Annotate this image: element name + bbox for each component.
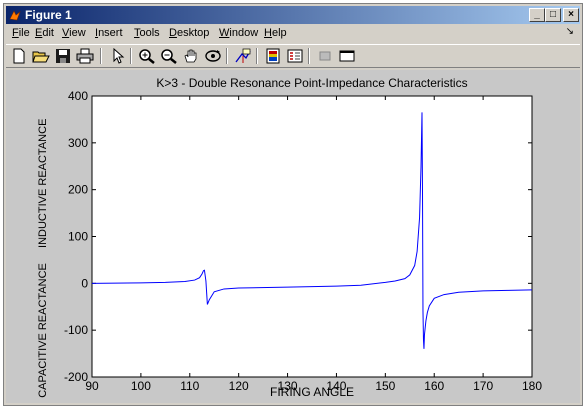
- x-tick-label: 140: [326, 379, 346, 393]
- arrow-pointer-icon[interactable]: [108, 48, 126, 64]
- menu-file[interactable]: File: [12, 27, 30, 39]
- y-tick-label: -100: [64, 323, 88, 337]
- save-icon[interactable]: [54, 48, 72, 64]
- x-tick-label: 100: [131, 379, 151, 393]
- rotate-3d-icon[interactable]: [204, 48, 222, 64]
- axes-area[interactable]: [91, 95, 533, 378]
- x-tick-label: 180: [522, 379, 542, 393]
- colorbar-icon[interactable]: [264, 48, 282, 64]
- menu-desktop[interactable]: Desktop: [169, 27, 210, 39]
- close-button[interactable]: ×: [563, 8, 579, 22]
- data-cursor-icon[interactable]: [234, 48, 252, 64]
- open-icon[interactable]: [32, 48, 50, 64]
- menu-edit[interactable]: Edit: [35, 27, 54, 39]
- maximize-button[interactable]: □: [545, 8, 561, 22]
- figure-window: Figure 1 _ □ × File Edit View Insert Too…: [3, 3, 583, 406]
- x-axis-label: FIRING ANGLE: [270, 385, 354, 399]
- y-tick-label: -200: [64, 370, 88, 384]
- y-tick-label: 400: [68, 89, 88, 103]
- hide-plot-tools-icon[interactable]: [316, 48, 334, 64]
- matlab-logo-icon: [9, 10, 21, 21]
- figure-canvas[interactable]: 90 100 110 120 130 140 150 160 170 180 -200 -100 0 10…: [6, 70, 580, 403]
- x-tick-label: 120: [229, 379, 249, 393]
- window-title: Figure 1: [25, 8, 72, 22]
- x-tick-label: 90: [85, 379, 99, 393]
- title-bar[interactable]: Figure 1 _ □ ×: [6, 6, 580, 24]
- toolbar-separator: [256, 48, 258, 64]
- y-tick-label: 0: [81, 276, 88, 290]
- minimize-button[interactable]: _: [529, 8, 545, 22]
- x-tick-label: 110: [180, 379, 199, 393]
- show-plot-tools-icon[interactable]: [338, 48, 356, 64]
- y-tick-label: 300: [68, 136, 88, 150]
- menu-tools[interactable]: Tools: [134, 27, 160, 39]
- menu-bar: File Edit View Insert Tools Desktop Wind…: [6, 25, 580, 43]
- axis-ticks: 90 100 110 120 130 140 150 160 170 180 -200 -100 0 10…: [64, 89, 542, 393]
- pan-hand-icon[interactable]: [182, 48, 200, 64]
- impedance-plot[interactable]: 90 100 110 120 130 140 150 160 170 180 -200 -100 0 10…: [6, 70, 580, 403]
- x-tick-label: 150: [375, 379, 395, 393]
- menu-help[interactable]: Help: [264, 27, 287, 39]
- zoom-out-icon[interactable]: [160, 48, 178, 64]
- x-tick-label: 170: [473, 379, 493, 393]
- toolbar-separator: [100, 48, 102, 64]
- x-tick-label: 130: [278, 379, 298, 393]
- figure-toolbar: [6, 44, 580, 68]
- new-figure-icon[interactable]: [10, 48, 28, 64]
- y-axis-label-capacitive: CAPACITIVE REACTANCE: [37, 263, 49, 398]
- y-tick-label: 200: [68, 183, 88, 197]
- y-axis-label-inductive: INDUCTIVE REACTANCE: [37, 119, 49, 248]
- chart-title: K>3 - Double Resonance Point-Impedance C…: [156, 76, 467, 90]
- y-tick-label: 100: [68, 230, 88, 244]
- menu-insert[interactable]: Insert: [95, 27, 123, 39]
- menu-overflow-arrow-icon[interactable]: ↘: [565, 26, 574, 37]
- series-line: [91, 112, 533, 349]
- x-tick-label: 160: [424, 379, 444, 393]
- zoom-in-icon[interactable]: [138, 48, 156, 64]
- toolbar-separator: [130, 48, 132, 64]
- toolbar-separator: [226, 48, 228, 64]
- menu-window[interactable]: Window: [219, 27, 259, 39]
- toolbar-separator: [308, 48, 310, 64]
- legend-icon[interactable]: [286, 48, 304, 64]
- print-icon[interactable]: [76, 48, 94, 64]
- menu-view[interactable]: View: [62, 27, 86, 39]
